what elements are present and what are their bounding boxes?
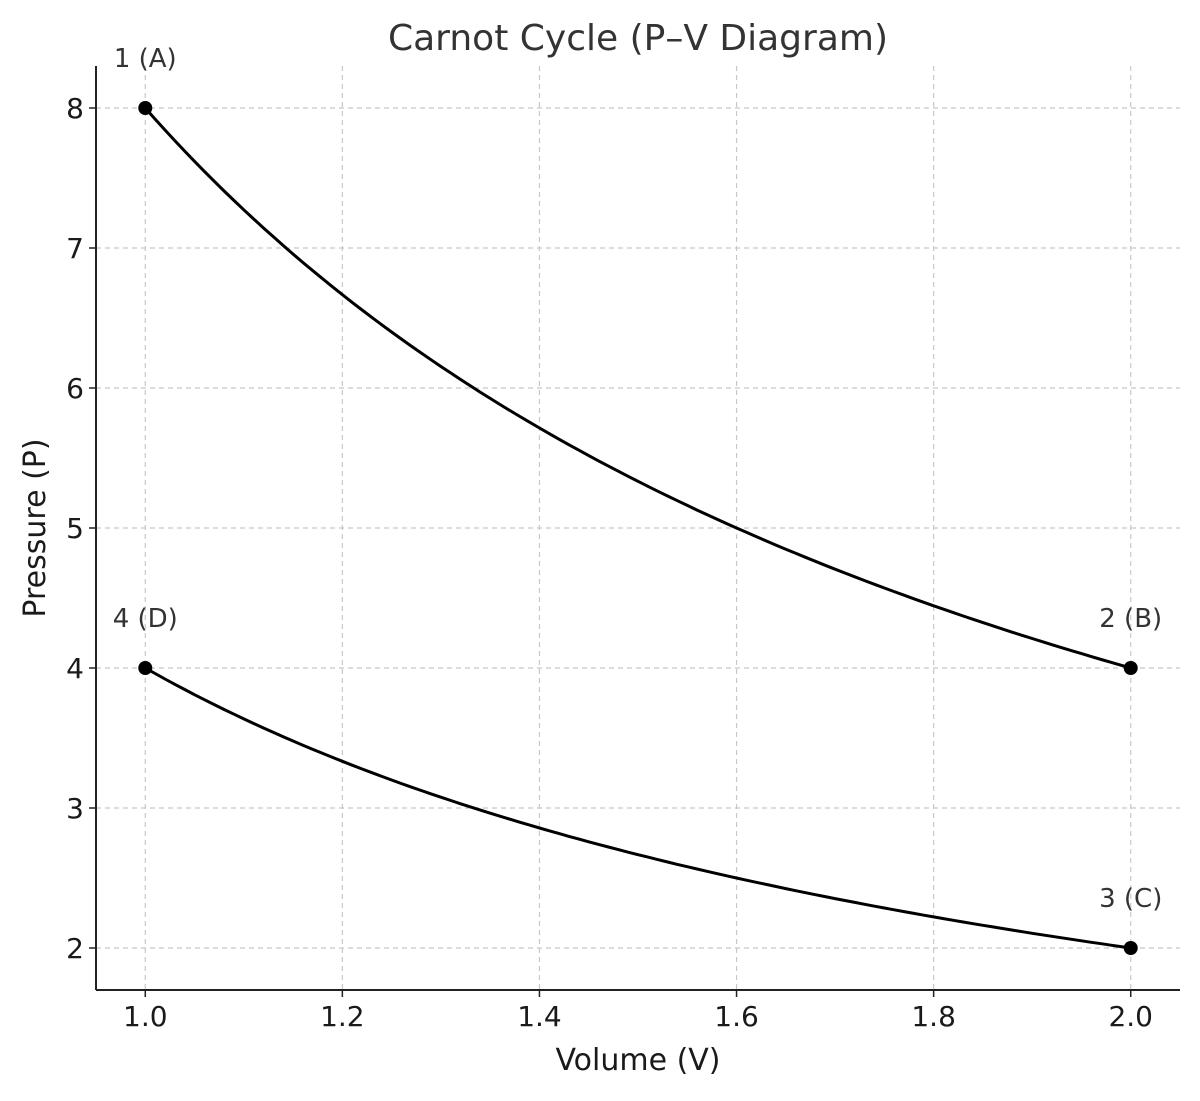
y-tick-label: 8 [66, 92, 84, 125]
data-point [138, 101, 153, 115]
y-tick-label: 5 [66, 512, 84, 545]
y-axis-label: Pressure (P) [18, 438, 53, 617]
x-tick-label: 1.8 [911, 1000, 956, 1033]
axes: 1.0 1.2 1.4 1.6 1.8 2.0 2 3 4 5 6 7 8 [66, 66, 1180, 1033]
x-tick-label: 1.4 [517, 1000, 562, 1033]
chart-title: Carnot Cycle (P–V Diagram) [388, 18, 888, 59]
grid [96, 66, 1180, 990]
x-axis-label: Volume (V) [555, 1043, 720, 1078]
points: 1 (A) 2 (B) 3 (C) 4 (D) [113, 44, 1162, 955]
x-tick-label: 1.6 [714, 1000, 759, 1033]
y-tick-label: 4 [66, 652, 84, 685]
series-line [144, 107, 1132, 670]
point-label: 4 (D) [113, 604, 178, 634]
x-tick-label: 1.0 [123, 1000, 168, 1033]
point-label: 2 (B) [1099, 604, 1162, 634]
y-tick-label: 2 [66, 932, 84, 965]
series-line [144, 666, 1131, 950]
point-label: 1 (A) [114, 44, 177, 74]
point-label: 3 (C) [1099, 884, 1162, 914]
x-tick-label: 2.0 [1108, 1000, 1153, 1033]
data-point [1123, 941, 1138, 955]
data-point [1123, 661, 1138, 675]
y-tick-label: 3 [66, 792, 84, 825]
y-tick-label: 7 [66, 232, 84, 265]
x-tick-label: 1.2 [320, 1000, 365, 1033]
y-tick-label: 6 [66, 372, 84, 405]
data-point [138, 661, 153, 675]
curves [144, 107, 1132, 950]
